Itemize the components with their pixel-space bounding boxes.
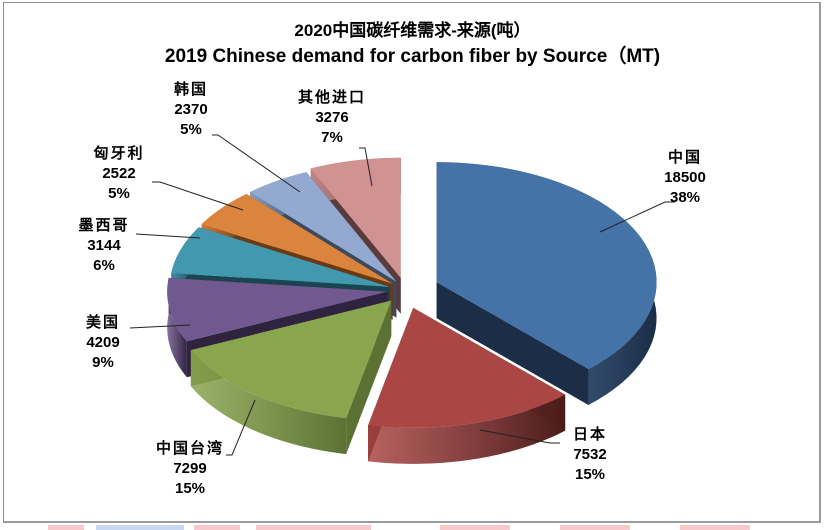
- chart-subtitle: 2019 Chinese demand for carbon fiber by …: [164, 46, 661, 67]
- data-label-usa: 美国 4209 9%: [85, 314, 120, 371]
- watermark-strip: [96, 525, 184, 530]
- leader-line: [152, 181, 244, 211]
- slice-top-face: [436, 162, 657, 369]
- data-label-japan: 日本 7532 15%: [572, 426, 607, 483]
- leader-line: [212, 134, 301, 193]
- leader-line: [226, 399, 256, 456]
- slice-outer-wall: [368, 394, 566, 464]
- slice-side-wall: [436, 282, 589, 405]
- slice-top-face: [190, 300, 392, 419]
- watermark-strip: [256, 525, 371, 530]
- leader-line: [135, 233, 201, 239]
- slice-outer-wall: [167, 277, 187, 378]
- slice-outer-wall: [190, 350, 347, 455]
- data-label-taiwan: 中国台湾 7299 15%: [155, 440, 224, 497]
- slice-top-face: [310, 157, 401, 278]
- slice-top-face: [171, 227, 390, 287]
- watermark-strip: [560, 525, 630, 530]
- leader-line: [129, 324, 191, 329]
- data-label-korea: 韩国 2370 5%: [173, 81, 208, 138]
- slice-top-face: [250, 172, 397, 282]
- leader-line: [479, 429, 560, 444]
- data-label-mexico: 墨西哥 3144 6%: [78, 217, 130, 274]
- data-label-china: 中国 18500 38%: [664, 149, 706, 206]
- watermark-strip: [48, 525, 84, 530]
- data-label-other-imports: 其他进口 3276 7%: [297, 89, 366, 146]
- watermark-strip: [680, 525, 750, 530]
- watermark-strip: [194, 525, 240, 530]
- slice-top-face: [368, 307, 566, 428]
- leader-line: [599, 201, 675, 233]
- slice-top-face: [167, 277, 388, 342]
- leader-line: [359, 147, 373, 187]
- data-label-hungary: 匈牙利 2522 5%: [93, 145, 145, 202]
- watermark-strip: [440, 525, 510, 530]
- slice-top-face: [201, 194, 393, 284]
- chart-title: 2020中国碳纤维需求-来源(吨）: [294, 21, 531, 40]
